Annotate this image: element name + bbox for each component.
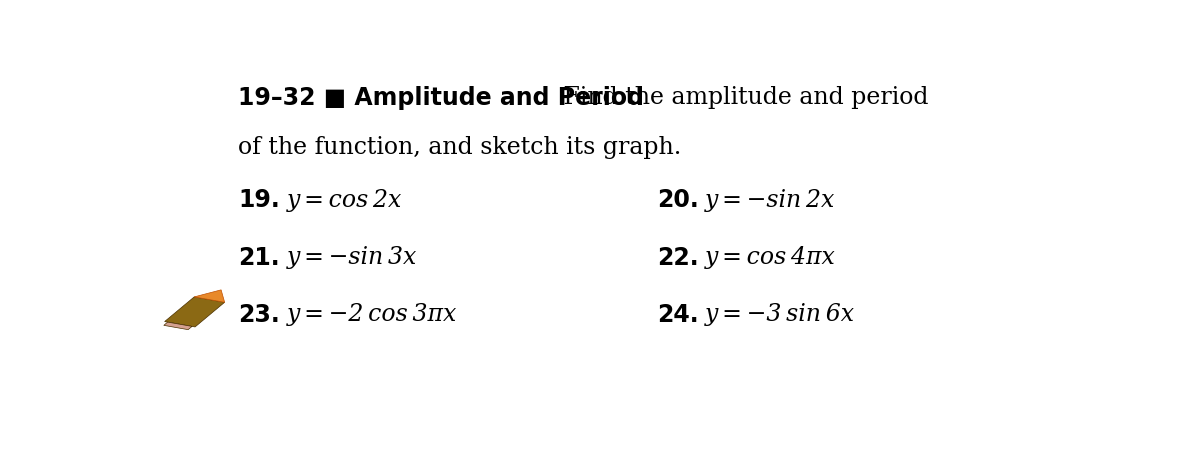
Polygon shape <box>194 290 224 303</box>
Text: 21.: 21. <box>239 245 280 269</box>
Text: 20.: 20. <box>656 188 698 212</box>
Text: y = −sin 2x: y = −sin 2x <box>706 188 835 212</box>
Text: 19–32 ■ Amplitude and Period: 19–32 ■ Amplitude and Period <box>239 86 644 110</box>
Text: 23.: 23. <box>239 302 280 326</box>
Text: Find the amplitude and period: Find the amplitude and period <box>540 86 928 109</box>
Text: y = −3 sin 6x: y = −3 sin 6x <box>706 302 856 325</box>
Polygon shape <box>163 322 192 330</box>
Text: 19.: 19. <box>239 188 280 212</box>
Text: 22.: 22. <box>656 245 698 269</box>
Text: of the function, and sketch its graph.: of the function, and sketch its graph. <box>239 136 682 159</box>
Polygon shape <box>164 297 224 327</box>
Text: 24.: 24. <box>656 302 698 326</box>
Text: y = −2 cos 3πx: y = −2 cos 3πx <box>287 302 457 325</box>
Text: y = −sin 3x: y = −sin 3x <box>287 245 418 269</box>
Text: y = cos 4πx: y = cos 4πx <box>706 245 836 269</box>
Text: y = cos 2x: y = cos 2x <box>287 188 402 212</box>
